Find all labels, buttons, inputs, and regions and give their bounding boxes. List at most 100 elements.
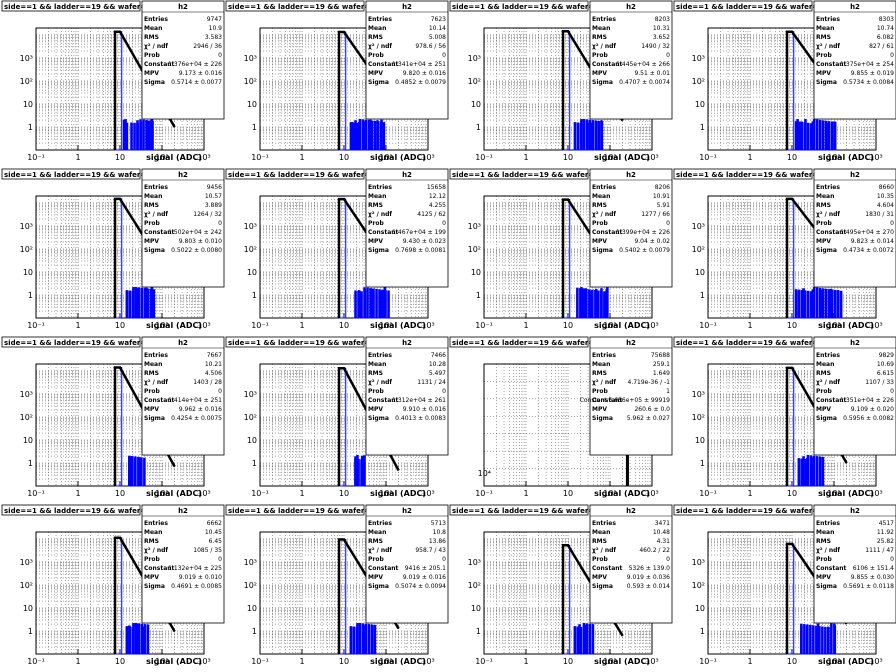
stats-label: χ² / ndf [368,43,392,50]
hist-bin [373,624,377,655]
stats-label: MPV [144,238,159,245]
stats-label: RMS [816,202,831,209]
stats-value: 10.74 [877,25,894,32]
stats-value: 1.445e+04 ± 266 [616,61,670,68]
hist-bin [812,119,816,151]
x-tick-label: 10² [379,489,392,498]
stats-value: 0 [666,52,670,59]
panel-title: side==1 && ladder==19 && wafer==8 [676,171,829,179]
stats-value: 9.51 ± 0.01 [634,70,670,77]
stats-label: Prob [144,52,160,59]
stats-label: Constant [144,61,175,68]
hist-bin [142,119,145,151]
hist-bin [800,121,804,151]
stats-label: RMS [592,538,607,545]
y-tick-label: 10³ [692,390,705,399]
stats-label: Entries [592,184,616,191]
stats-label: RMS [144,370,159,377]
y-tick-label: 10 [23,604,33,613]
y-tick-label: 1 [28,459,33,468]
x-tick-label: 10⁻¹ [699,489,717,498]
stats-value: 10.14 [429,25,446,32]
hist-bin [821,120,825,151]
x-tick-label: 10³ [421,657,434,666]
y-tick-label: 10² [692,77,705,86]
stats-value: 4.604 [877,202,894,209]
y-tick-label: 10 [23,100,33,109]
stats-value: 1490 / 32 [641,43,670,50]
stats-label: Prob [368,556,384,563]
y-tick-label: 10³ [468,54,481,63]
title-box [1,504,141,516]
title-box [225,336,365,348]
stats-value: 1 [666,388,670,395]
hist-bin [603,291,606,319]
stats-label: MPV [592,574,607,581]
title-box [225,504,365,516]
stats-label: χ² / ndf [592,211,616,218]
stats-label: Constant [592,397,623,404]
panel-title: side==1 && ladder==19 && wafer==16 [676,507,834,515]
panel-title: side==1 && ladder==19 && wafer==3 [452,3,605,11]
stats-title: h2 [850,3,860,11]
hist-bin [363,287,366,319]
title-box [449,336,589,348]
stats-label: Prob [592,52,608,59]
stats-box [141,336,225,456]
stats-value: 25.82 [877,538,894,545]
stats-value: 5.91 [657,202,671,209]
panel-title: side==1 && ladder==19 && wafer==6 [228,171,381,179]
hist-bin [582,622,586,655]
stats-label: Entries [816,184,840,191]
y-tick-label: 1 [28,291,33,300]
stats-value: 6106 ± 151.4 [853,565,894,572]
y-tick-label: 1 [700,459,705,468]
stats-label: MPV [144,70,159,77]
stats-value: 1.399e+04 ± 226 [616,229,670,236]
stats-label: MPV [592,238,607,245]
stats-value: Constant 6.656e+05 ± 99919 [580,397,671,404]
stats-title: h2 [850,339,860,347]
stats-label: χ² / ndf [144,379,168,386]
hist-bin [349,626,353,655]
x-tick-label: 10² [827,489,840,498]
panel-title: side==1 && ladder==19 && wafer==1 [4,3,157,11]
y-tick-label: 10² [20,413,33,422]
y-tick-label: 1 [252,123,257,132]
hist-bin [370,120,374,151]
stats-value: 10.21 [205,361,222,368]
hist-bin [594,120,598,151]
stats-value: 9.019 ± 0.016 [403,574,446,581]
stats-label: RMS [368,34,383,41]
stats-value: 0 [218,388,222,395]
x-axis-title: signal (ADC) [370,153,426,162]
stats-label: Entries [144,352,168,359]
stats-value: 5326 ± 139.0 [629,565,670,572]
x-tick-label: 10⁻¹ [699,153,717,162]
stats-value: 8206 [655,184,670,191]
stats-value: 11.92 [877,529,894,536]
stats-box [589,504,673,624]
stats-value: 0 [442,52,446,59]
stats-label: MPV [592,70,607,77]
hist-bin [800,458,804,487]
stats-value: 9.803 ± 0.010 [179,238,222,245]
stats-label: Mean [368,25,386,32]
x-tick-label: 10³ [645,657,658,666]
hist-bin [821,626,824,655]
stats-label: Constant [368,61,399,68]
hist-bin [382,122,386,151]
hist-bin [818,287,822,319]
hist-bin [797,289,801,319]
hist-bin [136,123,139,151]
stats-label: RMS [592,34,607,41]
hist-bin [824,288,828,319]
hist-bin [125,290,129,319]
x-tick-label: 10³ [869,321,882,330]
x-axis-title: signal (ADC) [370,321,426,330]
stats-value: 2946 / 36 [193,43,222,50]
stats-value: 0.7698 ± 0.0081 [395,247,446,254]
x-tick-label: 1 [299,657,304,666]
stats-box [589,0,673,120]
x-tick-label: 1 [523,321,528,330]
